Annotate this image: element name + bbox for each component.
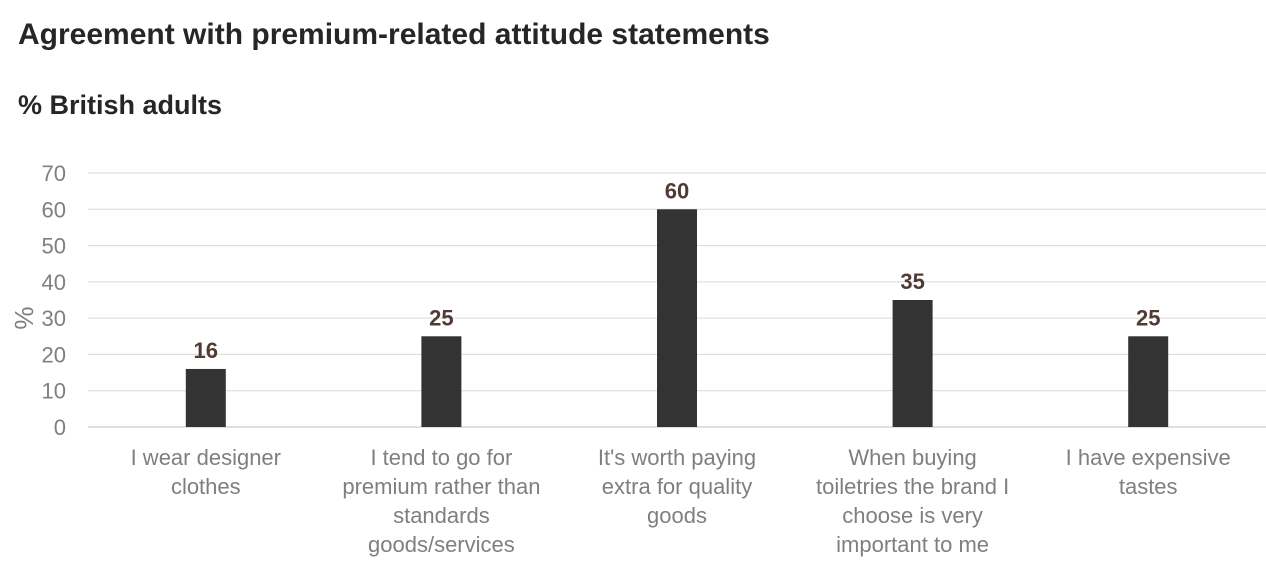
data-label: 60 — [665, 178, 689, 203]
category-label: It's worth paying extra for quality goods — [598, 445, 756, 528]
y-tick-label: 0 — [54, 415, 66, 440]
chart-subtitle: % British adults — [18, 90, 223, 120]
y-tick-label: 50 — [42, 234, 66, 259]
y-tick-label: 30 — [42, 306, 66, 331]
category-label: I have expensive tastes — [1066, 445, 1231, 499]
bar — [892, 300, 933, 427]
category-label: I wear designer clothes — [131, 445, 281, 499]
y-tick-label: 60 — [42, 197, 66, 222]
data-label: 25 — [429, 305, 453, 330]
y-tick-label: 10 — [42, 379, 66, 404]
bar — [1128, 336, 1169, 427]
data-label: 35 — [900, 269, 924, 294]
category-label: I tend to go for premium rather than stand… — [342, 445, 540, 557]
y-tick-label: 40 — [42, 270, 66, 295]
y-axis-label: % — [9, 306, 39, 329]
chart-title: Agreement with premium-related attitude … — [18, 18, 770, 51]
y-tick-label: 20 — [42, 342, 66, 367]
bar — [657, 209, 697, 427]
bar — [185, 368, 226, 427]
data-label: 25 — [1136, 305, 1160, 330]
bar — [421, 336, 462, 427]
data-label: 16 — [194, 338, 218, 363]
y-tick-label: 70 — [42, 161, 66, 186]
